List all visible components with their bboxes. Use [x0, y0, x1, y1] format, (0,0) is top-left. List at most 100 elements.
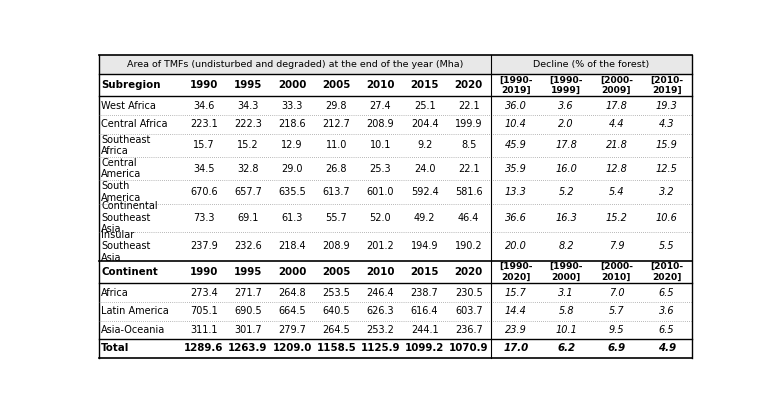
Text: 253.5: 253.5 — [323, 288, 350, 297]
Text: 6.2: 6.2 — [557, 343, 575, 353]
Text: 208.9: 208.9 — [367, 119, 394, 129]
Text: 32.8: 32.8 — [237, 164, 259, 174]
Text: 264.5: 264.5 — [323, 325, 350, 335]
Text: 613.7: 613.7 — [323, 187, 350, 197]
Text: 49.2: 49.2 — [414, 213, 435, 223]
Text: 34.6: 34.6 — [193, 101, 215, 111]
Text: 2005: 2005 — [322, 80, 350, 90]
Text: Africa: Africa — [101, 288, 129, 297]
Text: 616.4: 616.4 — [411, 306, 438, 316]
Text: 35.9: 35.9 — [505, 164, 527, 174]
Text: 1070.9: 1070.9 — [449, 343, 489, 353]
Text: Central
America: Central America — [101, 158, 141, 179]
Text: 7.9: 7.9 — [608, 241, 625, 251]
Text: 201.2: 201.2 — [367, 241, 394, 251]
Text: 15.7: 15.7 — [193, 140, 215, 150]
Text: 194.9: 194.9 — [411, 241, 438, 251]
Text: 1995: 1995 — [234, 80, 262, 90]
Text: 10.1: 10.1 — [370, 140, 391, 150]
Text: 592.4: 592.4 — [411, 187, 438, 197]
Text: 238.7: 238.7 — [411, 288, 438, 297]
Text: 204.4: 204.4 — [411, 119, 438, 129]
Text: 5.5: 5.5 — [659, 241, 675, 251]
Text: [1990-
2019]: [1990- 2019] — [499, 75, 533, 95]
Text: 36.6: 36.6 — [505, 213, 527, 223]
Text: 3.1: 3.1 — [558, 288, 574, 297]
Text: 279.7: 279.7 — [278, 325, 306, 335]
Text: 1990: 1990 — [190, 80, 218, 90]
Text: 5.8: 5.8 — [558, 306, 574, 316]
Text: [2010-
2020]: [2010- 2020] — [650, 262, 683, 282]
Text: Asia-Oceania: Asia-Oceania — [101, 325, 165, 335]
Text: 640.5: 640.5 — [323, 306, 350, 316]
Text: 2005: 2005 — [322, 267, 350, 277]
Text: Insular
Southeast
Asia: Insular Southeast Asia — [101, 230, 151, 263]
Text: 5.2: 5.2 — [558, 187, 574, 197]
Text: 232.6: 232.6 — [234, 241, 262, 251]
Text: Central Africa: Central Africa — [101, 119, 168, 129]
Text: 2010: 2010 — [366, 80, 394, 90]
Text: [1990-
2020]: [1990- 2020] — [499, 262, 533, 282]
Text: 12.9: 12.9 — [281, 140, 303, 150]
Text: [1990-
2000]: [1990- 2000] — [550, 262, 583, 282]
Text: 2000: 2000 — [278, 267, 306, 277]
Text: 52.0: 52.0 — [370, 213, 391, 223]
Text: 36.0: 36.0 — [505, 101, 527, 111]
Text: 29.8: 29.8 — [326, 101, 347, 111]
Text: 4.4: 4.4 — [608, 119, 625, 129]
Text: 24.0: 24.0 — [414, 164, 435, 174]
Text: 3.6: 3.6 — [659, 306, 675, 316]
Text: Southeast
Africa: Southeast Africa — [101, 135, 151, 156]
Text: 264.8: 264.8 — [278, 288, 306, 297]
Text: 22.1: 22.1 — [458, 164, 479, 174]
Text: 218.4: 218.4 — [278, 241, 306, 251]
Text: 16.3: 16.3 — [555, 213, 577, 223]
Text: 581.6: 581.6 — [455, 187, 482, 197]
Text: 2015: 2015 — [411, 267, 438, 277]
Text: [2000-
2009]: [2000- 2009] — [600, 75, 633, 95]
Text: 15.9: 15.9 — [655, 140, 678, 150]
Text: 14.4: 14.4 — [505, 306, 527, 316]
Text: 5.4: 5.4 — [608, 187, 625, 197]
Text: 4.3: 4.3 — [659, 119, 675, 129]
Text: 6.9: 6.9 — [608, 343, 625, 353]
Text: Latin America: Latin America — [101, 306, 169, 316]
Text: 33.3: 33.3 — [282, 101, 303, 111]
Text: 26.8: 26.8 — [326, 164, 347, 174]
Text: 218.6: 218.6 — [278, 119, 306, 129]
Text: 6.5: 6.5 — [659, 325, 675, 335]
Text: 13.3: 13.3 — [505, 187, 527, 197]
Text: 3.6: 3.6 — [558, 101, 574, 111]
Text: 15.2: 15.2 — [237, 140, 259, 150]
Text: 1209.0: 1209.0 — [273, 343, 312, 353]
Text: 1125.9: 1125.9 — [361, 343, 400, 353]
Text: 46.4: 46.4 — [458, 213, 479, 223]
Text: 17.8: 17.8 — [555, 140, 577, 150]
Text: 2020: 2020 — [455, 80, 482, 90]
Text: 190.2: 190.2 — [455, 241, 482, 251]
Text: 1158.5: 1158.5 — [317, 343, 356, 353]
Text: Decline (% of the forest): Decline (% of the forest) — [533, 60, 649, 69]
Text: 273.4: 273.4 — [190, 288, 218, 297]
Text: 45.9: 45.9 — [505, 140, 527, 150]
Text: 21.8: 21.8 — [605, 140, 628, 150]
Text: South
America: South America — [101, 181, 141, 203]
Text: 12.8: 12.8 — [605, 164, 628, 174]
Text: 15.7: 15.7 — [505, 288, 527, 297]
Text: 34.3: 34.3 — [237, 101, 259, 111]
Text: 10.6: 10.6 — [655, 213, 678, 223]
Text: 2010: 2010 — [366, 267, 394, 277]
Text: Total: Total — [101, 343, 130, 353]
Text: 29.0: 29.0 — [281, 164, 303, 174]
Text: 199.9: 199.9 — [455, 119, 482, 129]
Text: 635.5: 635.5 — [278, 187, 306, 197]
Text: 626.3: 626.3 — [367, 306, 394, 316]
Text: [2010-
2019]: [2010- 2019] — [650, 75, 683, 95]
Text: 705.1: 705.1 — [190, 306, 218, 316]
Text: 2020: 2020 — [455, 267, 482, 277]
Text: 3.2: 3.2 — [659, 187, 675, 197]
Text: 15.2: 15.2 — [605, 213, 628, 223]
Text: 601.0: 601.0 — [367, 187, 394, 197]
Text: 223.1: 223.1 — [190, 119, 218, 129]
Text: 253.2: 253.2 — [367, 325, 394, 335]
